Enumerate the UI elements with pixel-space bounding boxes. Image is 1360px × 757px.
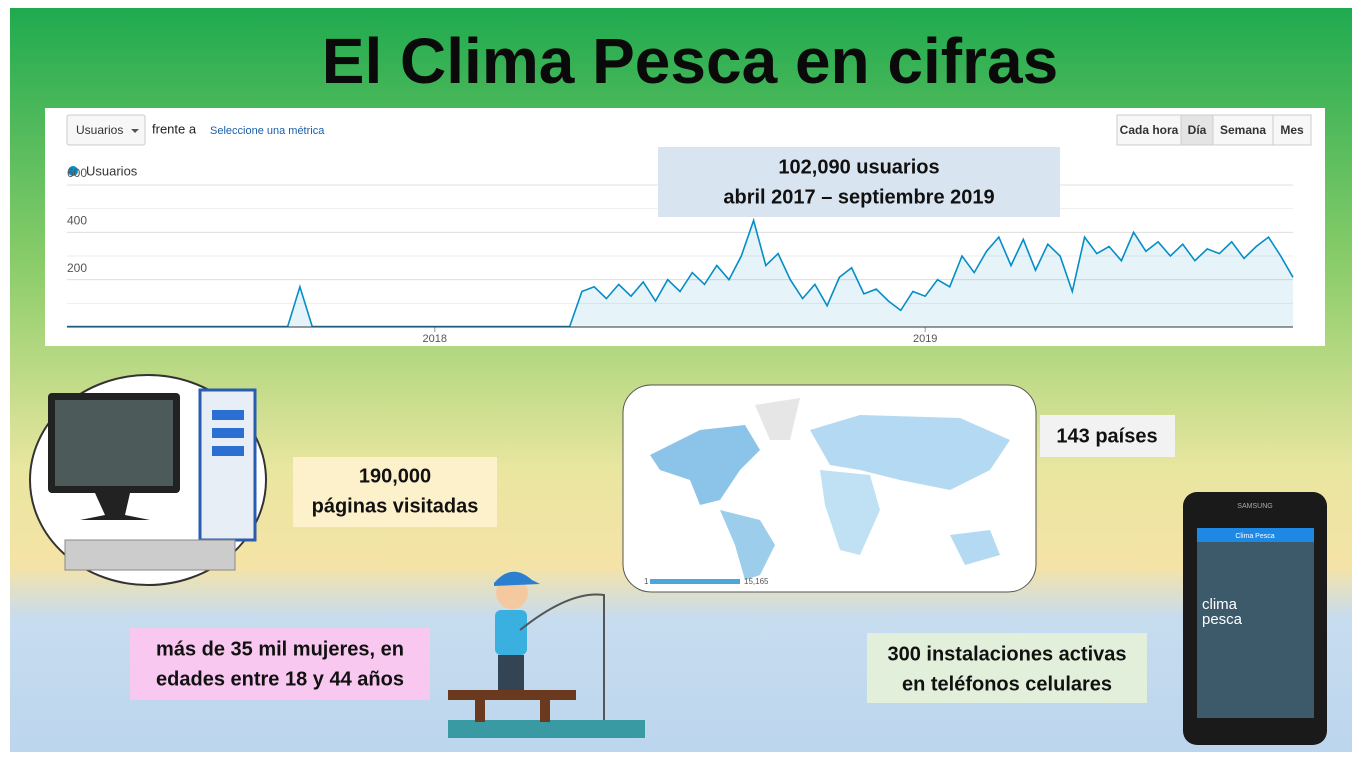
y-tick-label: 600 bbox=[67, 166, 87, 180]
x-tick-label: 2019 bbox=[913, 333, 937, 345]
callout-text: páginas visitadas bbox=[312, 495, 479, 517]
drive bbox=[212, 446, 244, 456]
body bbox=[495, 610, 527, 655]
phone-illustration: SAMSUNG Clima Pesca clima pesca bbox=[1183, 492, 1327, 745]
water bbox=[448, 720, 645, 738]
keyboard bbox=[65, 540, 235, 570]
callout-text: 300 instalaciones activas bbox=[887, 643, 1126, 665]
legs bbox=[498, 655, 524, 690]
map-legend-max: 15,165 bbox=[744, 577, 769, 586]
slide-title: El Clima Pesca en cifras bbox=[322, 25, 1058, 97]
compare-label: frente a bbox=[152, 121, 197, 136]
pier bbox=[448, 690, 576, 700]
callout-text: en teléfonos celulares bbox=[902, 673, 1112, 695]
callout-text: 143 países bbox=[1056, 425, 1157, 447]
map-scale bbox=[650, 579, 740, 584]
legend-label: Usuarios bbox=[86, 163, 138, 178]
y-tick-label: 200 bbox=[67, 261, 87, 275]
granularity-label: Mes bbox=[1280, 123, 1304, 137]
granularity-label: Cada hora bbox=[1120, 123, 1179, 137]
slide: El Clima Pesca en cifras Usuarios frente… bbox=[0, 0, 1360, 752]
y-tick-label: 400 bbox=[67, 214, 87, 228]
granularity-label: Semana bbox=[1220, 123, 1266, 137]
phone-brand: SAMSUNG bbox=[1237, 503, 1272, 510]
map-legend-min: 1 bbox=[644, 577, 649, 586]
callout-text: edades entre 18 y 44 años bbox=[156, 668, 404, 690]
drive bbox=[212, 428, 244, 438]
callout-text: más de 35 mil mujeres, en bbox=[156, 638, 404, 660]
computer-illustration bbox=[30, 375, 266, 585]
callout-text: abril 2017 – septiembre 2019 bbox=[723, 186, 994, 208]
granularity-label: Día bbox=[1188, 123, 1207, 137]
metric-link[interactable]: Seleccione una métrica bbox=[210, 125, 325, 137]
pier-post bbox=[540, 700, 550, 722]
x-tick-label: 2018 bbox=[423, 333, 447, 345]
callout-text: 102,090 usuarios bbox=[778, 156, 939, 178]
screen bbox=[55, 400, 173, 486]
app-logo: pesca bbox=[1202, 611, 1243, 628]
analytics-panel: Usuarios frente a Seleccione una métrica… bbox=[45, 108, 1325, 346]
world-map: 1 15,165 bbox=[623, 385, 1036, 592]
metric-select-label: Usuarios bbox=[76, 123, 123, 137]
app-bar-title: Clima Pesca bbox=[1235, 533, 1274, 540]
drive bbox=[212, 410, 244, 420]
callout-text: 190,000 bbox=[359, 465, 431, 487]
pier-post bbox=[475, 700, 485, 722]
